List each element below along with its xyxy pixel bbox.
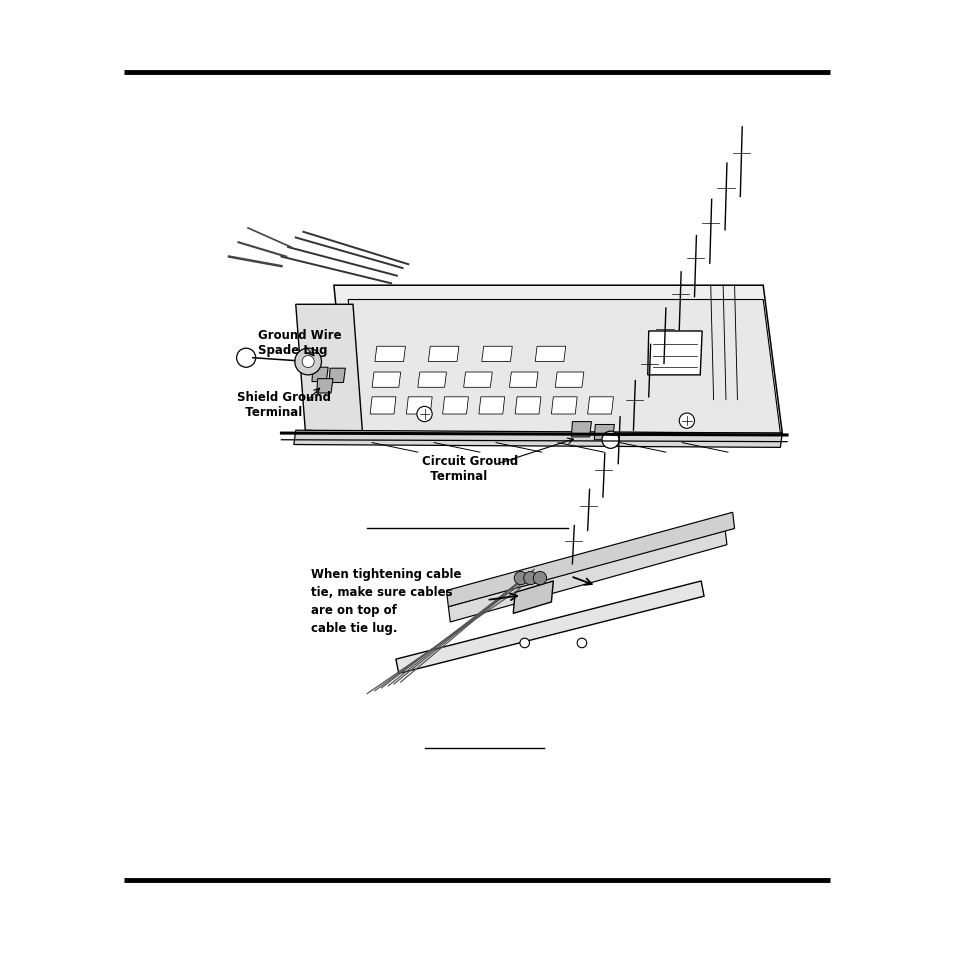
- Text: Ground Wire
Spade Lug: Ground Wire Spade Lug: [257, 329, 341, 357]
- Polygon shape: [375, 347, 405, 362]
- Polygon shape: [555, 373, 583, 388]
- Circle shape: [514, 572, 527, 585]
- Circle shape: [601, 432, 618, 449]
- Polygon shape: [372, 373, 400, 388]
- Polygon shape: [587, 397, 613, 415]
- Circle shape: [302, 356, 314, 368]
- Polygon shape: [295, 305, 362, 434]
- Polygon shape: [515, 397, 540, 415]
- Polygon shape: [446, 513, 734, 607]
- Polygon shape: [442, 397, 468, 415]
- Polygon shape: [463, 373, 492, 388]
- Polygon shape: [513, 581, 553, 614]
- Polygon shape: [417, 373, 446, 388]
- Polygon shape: [571, 422, 591, 437]
- Circle shape: [679, 414, 694, 429]
- Polygon shape: [647, 332, 701, 375]
- Polygon shape: [481, 347, 512, 362]
- Text: When tightening cable
tie, make sure cables
are on top of
cable tie lug.: When tightening cable tie, make sure cab…: [311, 567, 461, 634]
- Polygon shape: [294, 431, 781, 448]
- Polygon shape: [334, 286, 781, 434]
- Polygon shape: [329, 369, 345, 383]
- Polygon shape: [406, 397, 432, 415]
- Polygon shape: [312, 368, 328, 382]
- Circle shape: [416, 407, 432, 422]
- Text: Circuit Ground
  Terminal: Circuit Ground Terminal: [421, 455, 517, 483]
- Circle shape: [577, 639, 586, 648]
- Circle shape: [294, 349, 321, 375]
- Polygon shape: [348, 300, 780, 434]
- Polygon shape: [316, 379, 333, 394]
- Polygon shape: [428, 347, 458, 362]
- Polygon shape: [535, 347, 565, 362]
- Circle shape: [533, 572, 546, 585]
- Polygon shape: [551, 397, 577, 415]
- Polygon shape: [370, 397, 395, 415]
- Polygon shape: [509, 373, 537, 388]
- Circle shape: [519, 639, 529, 648]
- Polygon shape: [395, 581, 703, 674]
- Polygon shape: [594, 425, 614, 440]
- Circle shape: [523, 572, 537, 585]
- Text: Shield Ground
  Terminal: Shield Ground Terminal: [236, 391, 331, 419]
- Polygon shape: [478, 397, 504, 415]
- Polygon shape: [448, 529, 726, 622]
